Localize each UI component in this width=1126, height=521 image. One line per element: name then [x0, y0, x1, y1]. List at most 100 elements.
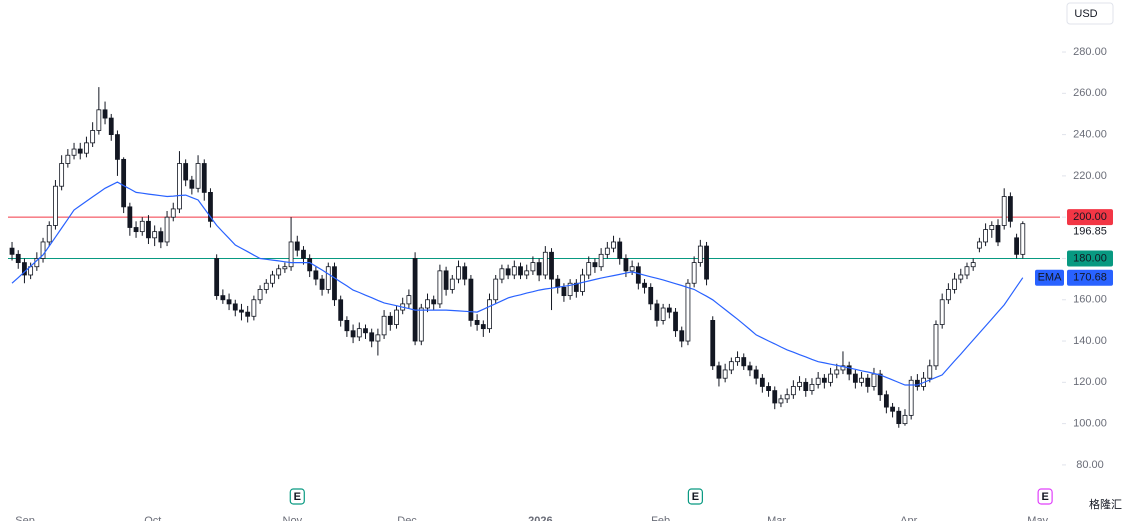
ema-value-box — [1067, 269, 1113, 286]
candle-body — [183, 163, 189, 181]
candle-body — [784, 394, 790, 400]
candle-body — [1007, 196, 1013, 222]
candle-body — [617, 241, 623, 259]
candle-body — [803, 381, 809, 391]
candle-body — [468, 278, 474, 321]
candle-body — [40, 241, 46, 259]
candle-body — [245, 311, 251, 317]
candle-body — [797, 381, 802, 387]
candle-body — [1014, 237, 1019, 255]
candle-body — [158, 231, 164, 243]
candle-body — [815, 377, 821, 385]
candle-body — [9, 247, 15, 255]
candle-body — [425, 299, 430, 309]
candle-body — [586, 262, 592, 276]
candle-body — [480, 324, 486, 330]
candle-body — [350, 330, 356, 338]
earnings-marker — [289, 488, 305, 505]
candle-body — [499, 268, 505, 280]
candle-body — [164, 216, 170, 243]
candle-body — [313, 270, 319, 280]
y-tick-label: 280.00 — [1073, 46, 1107, 58]
earnings-label: E — [692, 491, 699, 503]
earnings-label: E — [294, 491, 301, 503]
candle-body — [722, 369, 728, 379]
candle-body — [524, 270, 530, 276]
currency: USD — [1074, 8, 1097, 20]
candle-body — [65, 154, 71, 164]
candle-body — [301, 249, 306, 259]
y-tick-label: 220.00 — [1073, 170, 1107, 182]
candle-body — [859, 377, 864, 383]
candle-body — [945, 289, 951, 301]
x-tick-label: Nov — [283, 515, 303, 521]
candle-body — [604, 247, 610, 255]
x-tick-label: 2026 — [528, 515, 552, 521]
candle-body — [115, 134, 120, 160]
candle-body — [828, 373, 833, 383]
candle-body — [511, 266, 517, 276]
candle-body — [332, 266, 337, 301]
candle-body — [394, 309, 399, 325]
currency-box[interactable] — [1066, 2, 1114, 25]
candle-body — [939, 299, 945, 325]
candle-body — [642, 282, 647, 288]
candle-body — [846, 365, 852, 375]
x-tick-label: Mar — [767, 515, 786, 521]
candle-body — [319, 278, 325, 290]
candle-body — [294, 241, 300, 251]
y-tick-label: 100.00 — [1073, 418, 1107, 430]
candle-body — [983, 229, 988, 243]
price-label-box — [1067, 209, 1113, 226]
candle-body — [896, 410, 902, 425]
candle-body — [257, 289, 263, 301]
candle-body — [772, 390, 778, 404]
candle-body — [108, 117, 114, 136]
y-tick-label: 140.00 — [1073, 335, 1107, 347]
candle-body — [555, 278, 561, 288]
candle-body — [214, 258, 220, 297]
candle-body — [375, 334, 381, 342]
candle-body — [865, 377, 871, 387]
watermark: 格隆汇 — [1089, 497, 1122, 511]
candle-body — [170, 208, 176, 218]
candle-body — [251, 299, 257, 317]
candle-body — [96, 109, 102, 131]
candle-body — [493, 278, 499, 301]
candle-body — [989, 225, 995, 230]
earnings-label: E — [1041, 491, 1048, 503]
candle-body — [852, 373, 858, 383]
candle-body — [201, 163, 207, 193]
y-tick-label: 240.00 — [1073, 129, 1107, 141]
candle-body — [325, 266, 331, 290]
candle-body — [59, 163, 65, 187]
candle-body — [716, 365, 722, 379]
candle-body — [710, 320, 716, 367]
candle-body — [673, 311, 678, 332]
candle-body — [635, 266, 641, 284]
x-tick-label: May — [1027, 515, 1048, 521]
candle-body — [449, 278, 455, 290]
candle-body — [933, 324, 939, 367]
y-tick-label: 80.00 — [1076, 459, 1104, 471]
last-price: 196.85 — [1073, 226, 1107, 238]
candle-body — [536, 262, 542, 276]
candle-body — [363, 328, 368, 334]
candle-body — [753, 369, 759, 379]
candle-body — [220, 295, 226, 301]
candle-body — [834, 369, 840, 375]
candle-body — [573, 282, 579, 292]
plot-area — [8, 87, 1060, 428]
candle-body — [958, 274, 964, 280]
candle-body — [542, 251, 548, 276]
candle-body — [84, 142, 89, 154]
candle-body — [276, 268, 282, 276]
candle-body — [914, 379, 920, 387]
candle-body — [685, 282, 691, 342]
candle-body — [338, 299, 344, 321]
x-tick-label: Oct — [144, 515, 161, 521]
candle-body — [487, 299, 492, 330]
candle-body — [592, 262, 598, 268]
candle-body — [146, 220, 151, 239]
candle-body — [1001, 196, 1007, 226]
